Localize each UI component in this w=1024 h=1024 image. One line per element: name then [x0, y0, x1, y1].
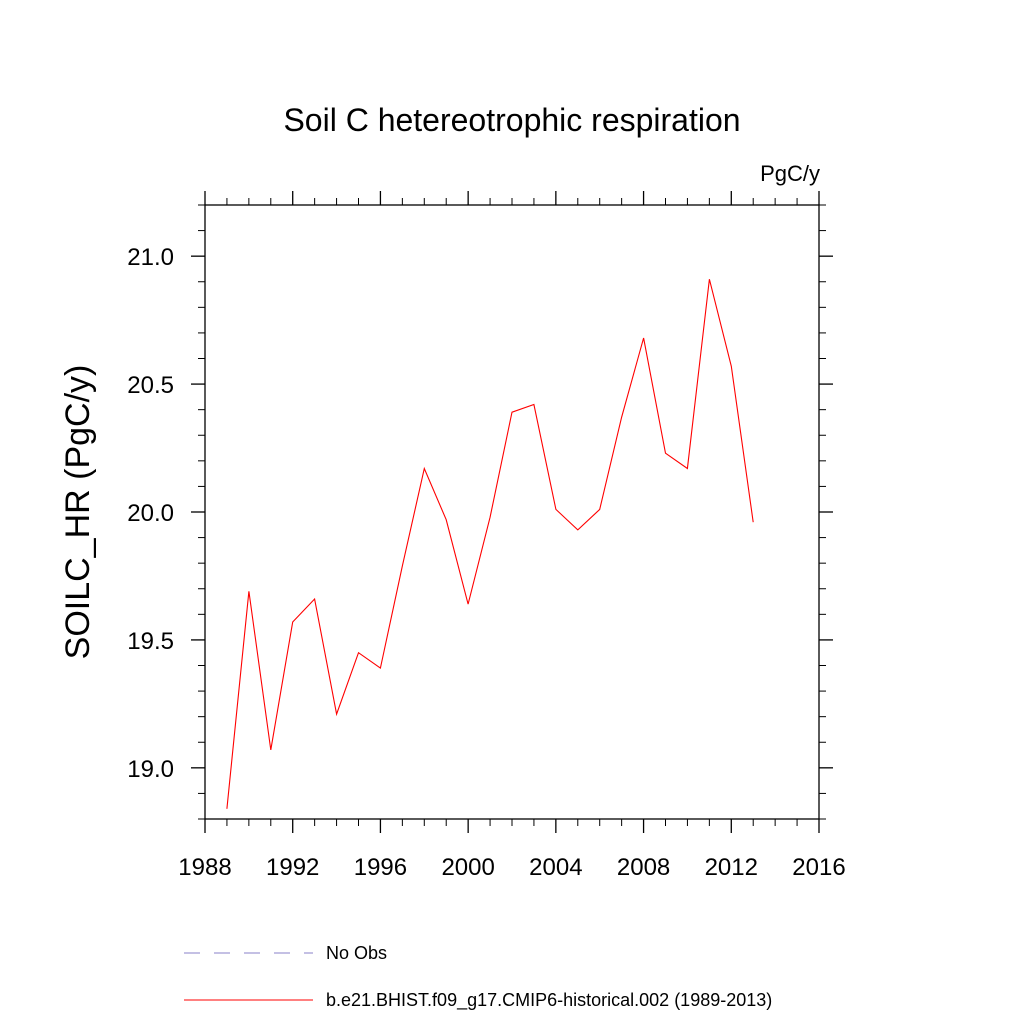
- legend-label: b.e21.BHIST.f09_g17.CMIP6-historical.002…: [326, 990, 772, 1011]
- legend: No Obs b.e21.BHIST.f09_g17.CMIP6-historic…: [184, 943, 772, 1011]
- x-tick-label: 1996: [354, 854, 407, 881]
- axis-tick-labels: 1988 1992 1996 2000 2004 2008 2012 2016 19.0 19.5…: [127, 244, 845, 881]
- x-tick-label: 2004: [529, 854, 582, 881]
- units-label: PgC/y: [760, 161, 820, 186]
- y-tick-label: 20.0: [127, 500, 174, 527]
- y-tick-label: 20.5: [127, 372, 174, 399]
- x-tick-label: 2008: [617, 854, 670, 881]
- x-tick-label: 2000: [441, 854, 494, 881]
- y-tick-label: 19.5: [127, 628, 174, 655]
- series-layer: [226, 279, 754, 809]
- legend-label: No Obs: [326, 943, 387, 963]
- y-axis-label: SOILC_HR (PgC/y): [59, 365, 97, 660]
- chart-title: Soil C hetereotrophic respiration: [283, 102, 740, 138]
- x-tick-label: 2016: [792, 854, 845, 881]
- y-tick-label: 19.0: [127, 756, 174, 783]
- x-tick-label: 1992: [266, 854, 319, 881]
- series-line: [226, 279, 754, 809]
- x-tick-label: 1988: [178, 854, 231, 881]
- y-tick-label: 21.0: [127, 244, 174, 271]
- axis-ticks: [191, 191, 833, 833]
- x-tick-label: 2012: [705, 854, 758, 881]
- plot-frame: [204, 204, 820, 820]
